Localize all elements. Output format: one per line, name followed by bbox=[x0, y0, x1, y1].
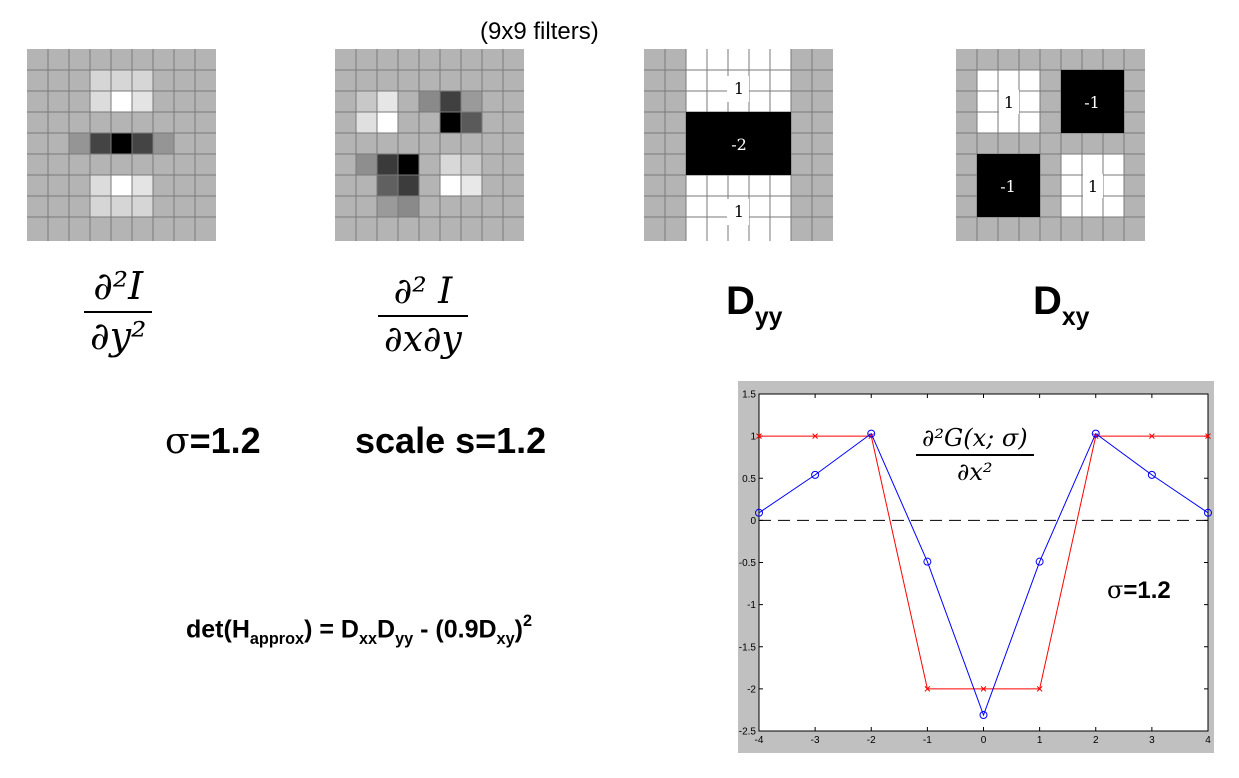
hessian-determinant-formula: det(Happrox) = DxxDyy - (0.9Dxy)2 bbox=[186, 612, 532, 648]
dxy-bl-label: -1 bbox=[1000, 177, 1016, 196]
series-2-point bbox=[979, 710, 988, 719]
y-tick-label: -0.5 bbox=[739, 558, 757, 569]
gaussian-dyy-filter bbox=[27, 49, 216, 241]
y-tick-label: 1.5 bbox=[742, 390, 756, 401]
gaussian-dxy-grid bbox=[335, 49, 524, 241]
x-tick-label: 4 bbox=[1205, 735, 1211, 746]
y-tick-label: 0 bbox=[750, 516, 756, 527]
dxy-label: Dxy bbox=[1033, 279, 1090, 332]
frac1-bar bbox=[84, 310, 153, 313]
series-1-point bbox=[1036, 686, 1043, 692]
dyy-middle-label: -2 bbox=[731, 135, 747, 154]
series-1-point bbox=[980, 686, 987, 692]
frac1-denominator: ∂y² bbox=[90, 313, 147, 358]
frac2-denominator: ∂x∂y bbox=[384, 318, 462, 360]
dxy-box-grid: 1 -1 -1 1 bbox=[956, 49, 1145, 241]
dyy-box-filter: 1 -2 1 bbox=[644, 49, 833, 241]
x-tick-label: 0 bbox=[981, 735, 987, 746]
x-tick-label: 3 bbox=[1149, 735, 1155, 746]
y-tick-label: -2.5 bbox=[739, 727, 757, 738]
x-tick-label: -3 bbox=[811, 735, 820, 746]
x-tick-label: -1 bbox=[923, 735, 932, 746]
x-tick-label: -4 bbox=[755, 735, 764, 746]
series-2-point bbox=[1035, 557, 1044, 566]
y-tick-label: -1 bbox=[747, 600, 756, 611]
second-derivative-y-fraction: ∂²I ∂y² bbox=[84, 264, 153, 358]
dyy-top-label: 1 bbox=[734, 79, 744, 98]
dyy-box-grid: 1 -2 1 bbox=[644, 49, 833, 241]
y-tick-label: 0.5 bbox=[742, 474, 756, 485]
gaussian-dyy-grid bbox=[27, 49, 216, 241]
dxy-br-label: 1 bbox=[1088, 177, 1098, 196]
series-2-point bbox=[811, 470, 820, 479]
plot-sigma-label: σ=1.2 bbox=[1107, 576, 1171, 604]
x-tick-label: 1 bbox=[1037, 735, 1043, 746]
gaussian-derivative-plot: -4 -3 -2 -1 0 1 2 3 4 -2.5 -2 -1.5 -1 -0.5 0 0.5 1 1.5 bbox=[738, 381, 1214, 753]
series-2-point bbox=[1091, 429, 1100, 438]
y-tick-label: -2 bbox=[747, 684, 756, 695]
sigma-label: σ=1.2 bbox=[165, 420, 261, 462]
dyy-bottom-label: 1 bbox=[734, 202, 744, 221]
frac1-numerator: ∂²I bbox=[93, 264, 144, 308]
filters-caption: (9x9 filters) bbox=[480, 18, 599, 45]
scale-label: scale s=1.2 bbox=[355, 420, 547, 461]
frac2-numerator: ∂² I bbox=[393, 271, 453, 312]
series-1-point bbox=[756, 433, 762, 439]
series-2-line bbox=[758, 432, 1209, 717]
y-tick-label: -1.5 bbox=[739, 642, 757, 653]
series-2-point bbox=[755, 508, 763, 517]
x-tick-label: 2 bbox=[1093, 735, 1099, 746]
series-1-point bbox=[812, 433, 818, 439]
x-tick-label: -2 bbox=[867, 735, 876, 746]
mixed-derivative-fraction: ∂² I ∂x∂y bbox=[378, 272, 468, 359]
series-1-point bbox=[1149, 433, 1155, 439]
series-2-point bbox=[923, 557, 932, 566]
series-1-point bbox=[924, 686, 931, 692]
series-2-point bbox=[1147, 470, 1156, 479]
gaussian-dxy-filter bbox=[335, 49, 524, 241]
plot-annotation-denominator: ∂x² bbox=[950, 458, 999, 485]
series-1-point bbox=[1205, 433, 1211, 439]
plot-annotation-fraction: ∂²G(x; σ) ∂x² bbox=[916, 425, 1034, 485]
plot-annotation-bar bbox=[916, 454, 1034, 456]
series-2-point bbox=[1204, 508, 1212, 517]
dxy-box-filter: 1 -1 -1 1 bbox=[956, 49, 1145, 241]
dxy-tr-label: -1 bbox=[1084, 93, 1100, 112]
dxy-tl-label: 1 bbox=[1004, 93, 1014, 112]
dyy-label: Dyy bbox=[726, 279, 783, 332]
plot-annotation-numerator: ∂²G(x; σ) bbox=[916, 425, 1034, 451]
series-2-point bbox=[867, 429, 876, 438]
y-tick-label: 1 bbox=[750, 432, 756, 443]
frac2-bar bbox=[378, 314, 468, 317]
